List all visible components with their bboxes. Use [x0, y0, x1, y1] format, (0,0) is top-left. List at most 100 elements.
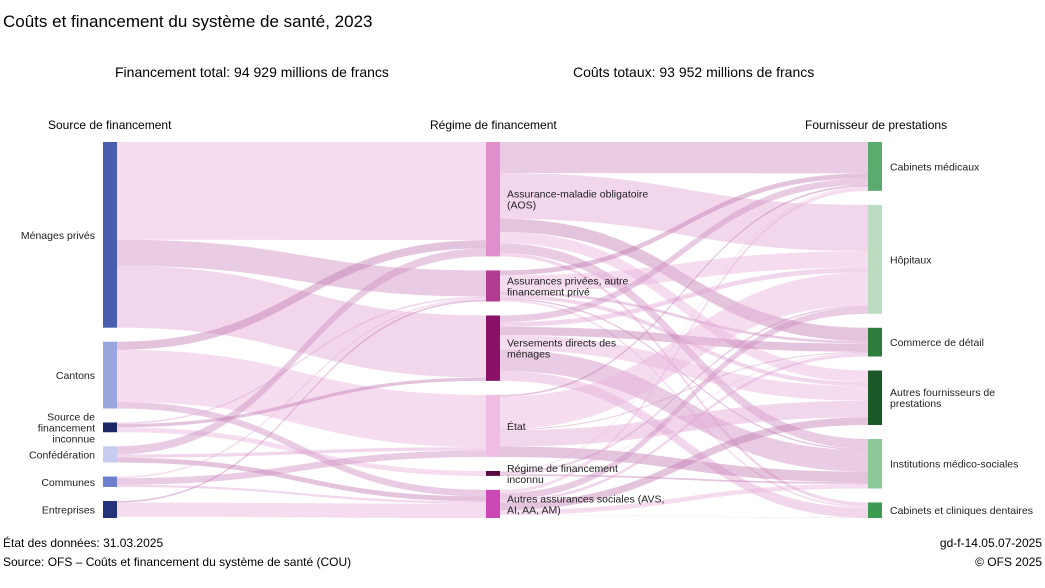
label-communes: Communes	[41, 477, 95, 489]
link-communes-etat[interactable]	[117, 450, 486, 485]
link-directs-commerce[interactable]	[500, 326, 868, 352]
label-confederation: Confédération	[29, 449, 95, 461]
link-cantons-aos[interactable]	[117, 240, 486, 350]
sankey-labels: Ménages privés Cantons Source de financemen…	[21, 161, 1033, 517]
link-confederation-etat[interactable]	[117, 447, 486, 458]
column-header-source: Source de financement	[48, 118, 172, 132]
link-aos-commerce[interactable]	[500, 218, 868, 341]
link-etat-cabinets[interactable]	[500, 184, 868, 397]
node-afp[interactable]	[868, 370, 882, 425]
link-directs-dentaires[interactable]	[500, 371, 868, 518]
link-privees-dentaires[interactable]	[500, 299, 868, 508]
link-entreprises-privees[interactable]	[117, 299, 486, 503]
link-aos-dentaires[interactable]	[500, 253, 868, 506]
link-confederation-aos[interactable]	[117, 248, 486, 455]
financing-total: Financement total: 94 929 millions de fr…	[115, 64, 389, 80]
label-autres: Autres assurances sociales (AVS, AI, AA, …	[507, 493, 664, 516]
node-confederation[interactable]	[103, 446, 117, 463]
node-entreprises[interactable]	[103, 500, 117, 518]
link-communes-privees[interactable]	[117, 298, 486, 479]
link-privees-commerce[interactable]	[500, 291, 868, 344]
link-confederation-autres[interactable]	[117, 457, 486, 502]
label-privees: Assurances privées, autre financement pri…	[507, 275, 629, 298]
link-cantons-autres[interactable]	[117, 401, 486, 497]
label-aos: Assurance-maladie obligatoire (AOS)	[507, 189, 648, 212]
label-menages: Ménages privés	[21, 230, 95, 242]
link-inconnu-cabinets[interactable]	[500, 186, 868, 472]
link-inconnu-commerce[interactable]	[500, 352, 868, 475]
link-cantons-etat[interactable]	[117, 349, 486, 448]
chart-title: Coûts et financement du système de santé…	[3, 12, 373, 31]
link-directs-hopitaux[interactable]	[500, 267, 868, 327]
label-dentaires: Cabinets et cliniques dentaires	[890, 505, 1033, 517]
node-dentaires[interactable]	[868, 502, 882, 518]
footer-code: gd-f-14.05.07-2025	[939, 536, 1042, 550]
footer-source: Source: OFS – Coûts et financement du sy…	[3, 555, 352, 569]
node-commerce[interactable]	[868, 327, 882, 357]
sankey-nodes	[103, 142, 882, 518]
link-directs-afp[interactable]	[500, 335, 868, 401]
label-afp: Autres fournisseurs de prestations	[890, 387, 995, 410]
link-etat-ems[interactable]	[500, 446, 868, 483]
node-aos[interactable]	[486, 142, 500, 257]
link-etat-commerce[interactable]	[500, 351, 868, 431]
column-header-provider: Fournisseur de prestations	[805, 118, 948, 132]
link-inconnue-directs[interactable]	[117, 377, 486, 428]
node-directs[interactable]	[486, 315, 500, 381]
label-commerce: Commerce de détail	[890, 337, 984, 349]
link-autres-ems[interactable]	[500, 483, 868, 515]
node-inconnue[interactable]	[103, 422, 117, 433]
label-cantons: Cantons	[56, 370, 95, 382]
link-communes-autres[interactable]	[117, 484, 486, 504]
link-entreprises-autres[interactable]	[117, 502, 486, 518]
link-inconnu-ems[interactable]	[500, 474, 868, 484]
link-inconnue-inconnu[interactable]	[117, 427, 486, 476]
link-directs-ems[interactable]	[500, 349, 868, 472]
node-hopitaux[interactable]	[868, 204, 882, 314]
node-cantons[interactable]	[103, 341, 117, 409]
link-autres-cabinets[interactable]	[500, 187, 868, 494]
link-autres-hopitaux[interactable]	[500, 307, 868, 500]
link-menages-directs[interactable]	[117, 265, 486, 378]
node-autres[interactable]	[486, 489, 500, 518]
costs-total: Coûts totaux: 93 952 millions de francs	[573, 64, 815, 80]
node-privees[interactable]	[486, 270, 500, 302]
node-etat[interactable]	[486, 394, 500, 457]
link-autres-commerce[interactable]	[500, 353, 868, 503]
node-communes[interactable]	[103, 476, 117, 487]
label-entreprises: Entreprises	[42, 504, 95, 516]
node-ems[interactable]	[868, 438, 882, 489]
link-menages-aos[interactable]	[117, 142, 486, 241]
label-ems: Institutions médico-sociales	[890, 459, 1018, 471]
link-autres-dentaires[interactable]	[500, 514, 868, 518]
link-privees-hopitaux[interactable]	[500, 251, 868, 292]
footer-date: État des données: 31.03.2025	[3, 536, 164, 550]
label-etat: État	[507, 420, 526, 433]
column-header-regime: Régime de financement	[430, 118, 557, 132]
link-inconnue-privees[interactable]	[117, 296, 486, 425]
link-etat-hopitaux[interactable]	[500, 272, 868, 430]
node-menages[interactable]	[103, 142, 117, 328]
link-menages-privees[interactable]	[117, 239, 486, 297]
link-directs-cabinets[interactable]	[500, 178, 868, 323]
link-aos-hopitaux[interactable]	[500, 173, 868, 252]
link-aos-cabinets[interactable]	[500, 142, 868, 174]
link-privees-afp[interactable]	[500, 294, 868, 387]
link-etat-afp[interactable]	[500, 400, 868, 447]
node-inconnu[interactable]	[486, 470, 500, 476]
footer-copyright: © OFS 2025	[975, 555, 1042, 569]
link-inconnu-hopitaux[interactable]	[500, 305, 868, 474]
link-privees-ems[interactable]	[500, 298, 868, 451]
sankey-links	[117, 142, 868, 518]
link-autres-afp[interactable]	[500, 417, 868, 511]
label-inconnue: Source de financement inconnue	[38, 411, 95, 445]
label-directs: Versements directs des ménages	[507, 338, 616, 361]
link-aos-afp[interactable]	[500, 231, 868, 383]
label-inconnu: Régime de financement inconnu	[507, 463, 618, 486]
label-hopitaux: Hôpitaux	[890, 254, 932, 266]
node-cabinets[interactable]	[868, 142, 882, 191]
link-aos-ems[interactable]	[500, 243, 868, 449]
link-privees-cabinets[interactable]	[500, 173, 868, 276]
label-cabinets: Cabinets médicaux	[890, 161, 980, 173]
